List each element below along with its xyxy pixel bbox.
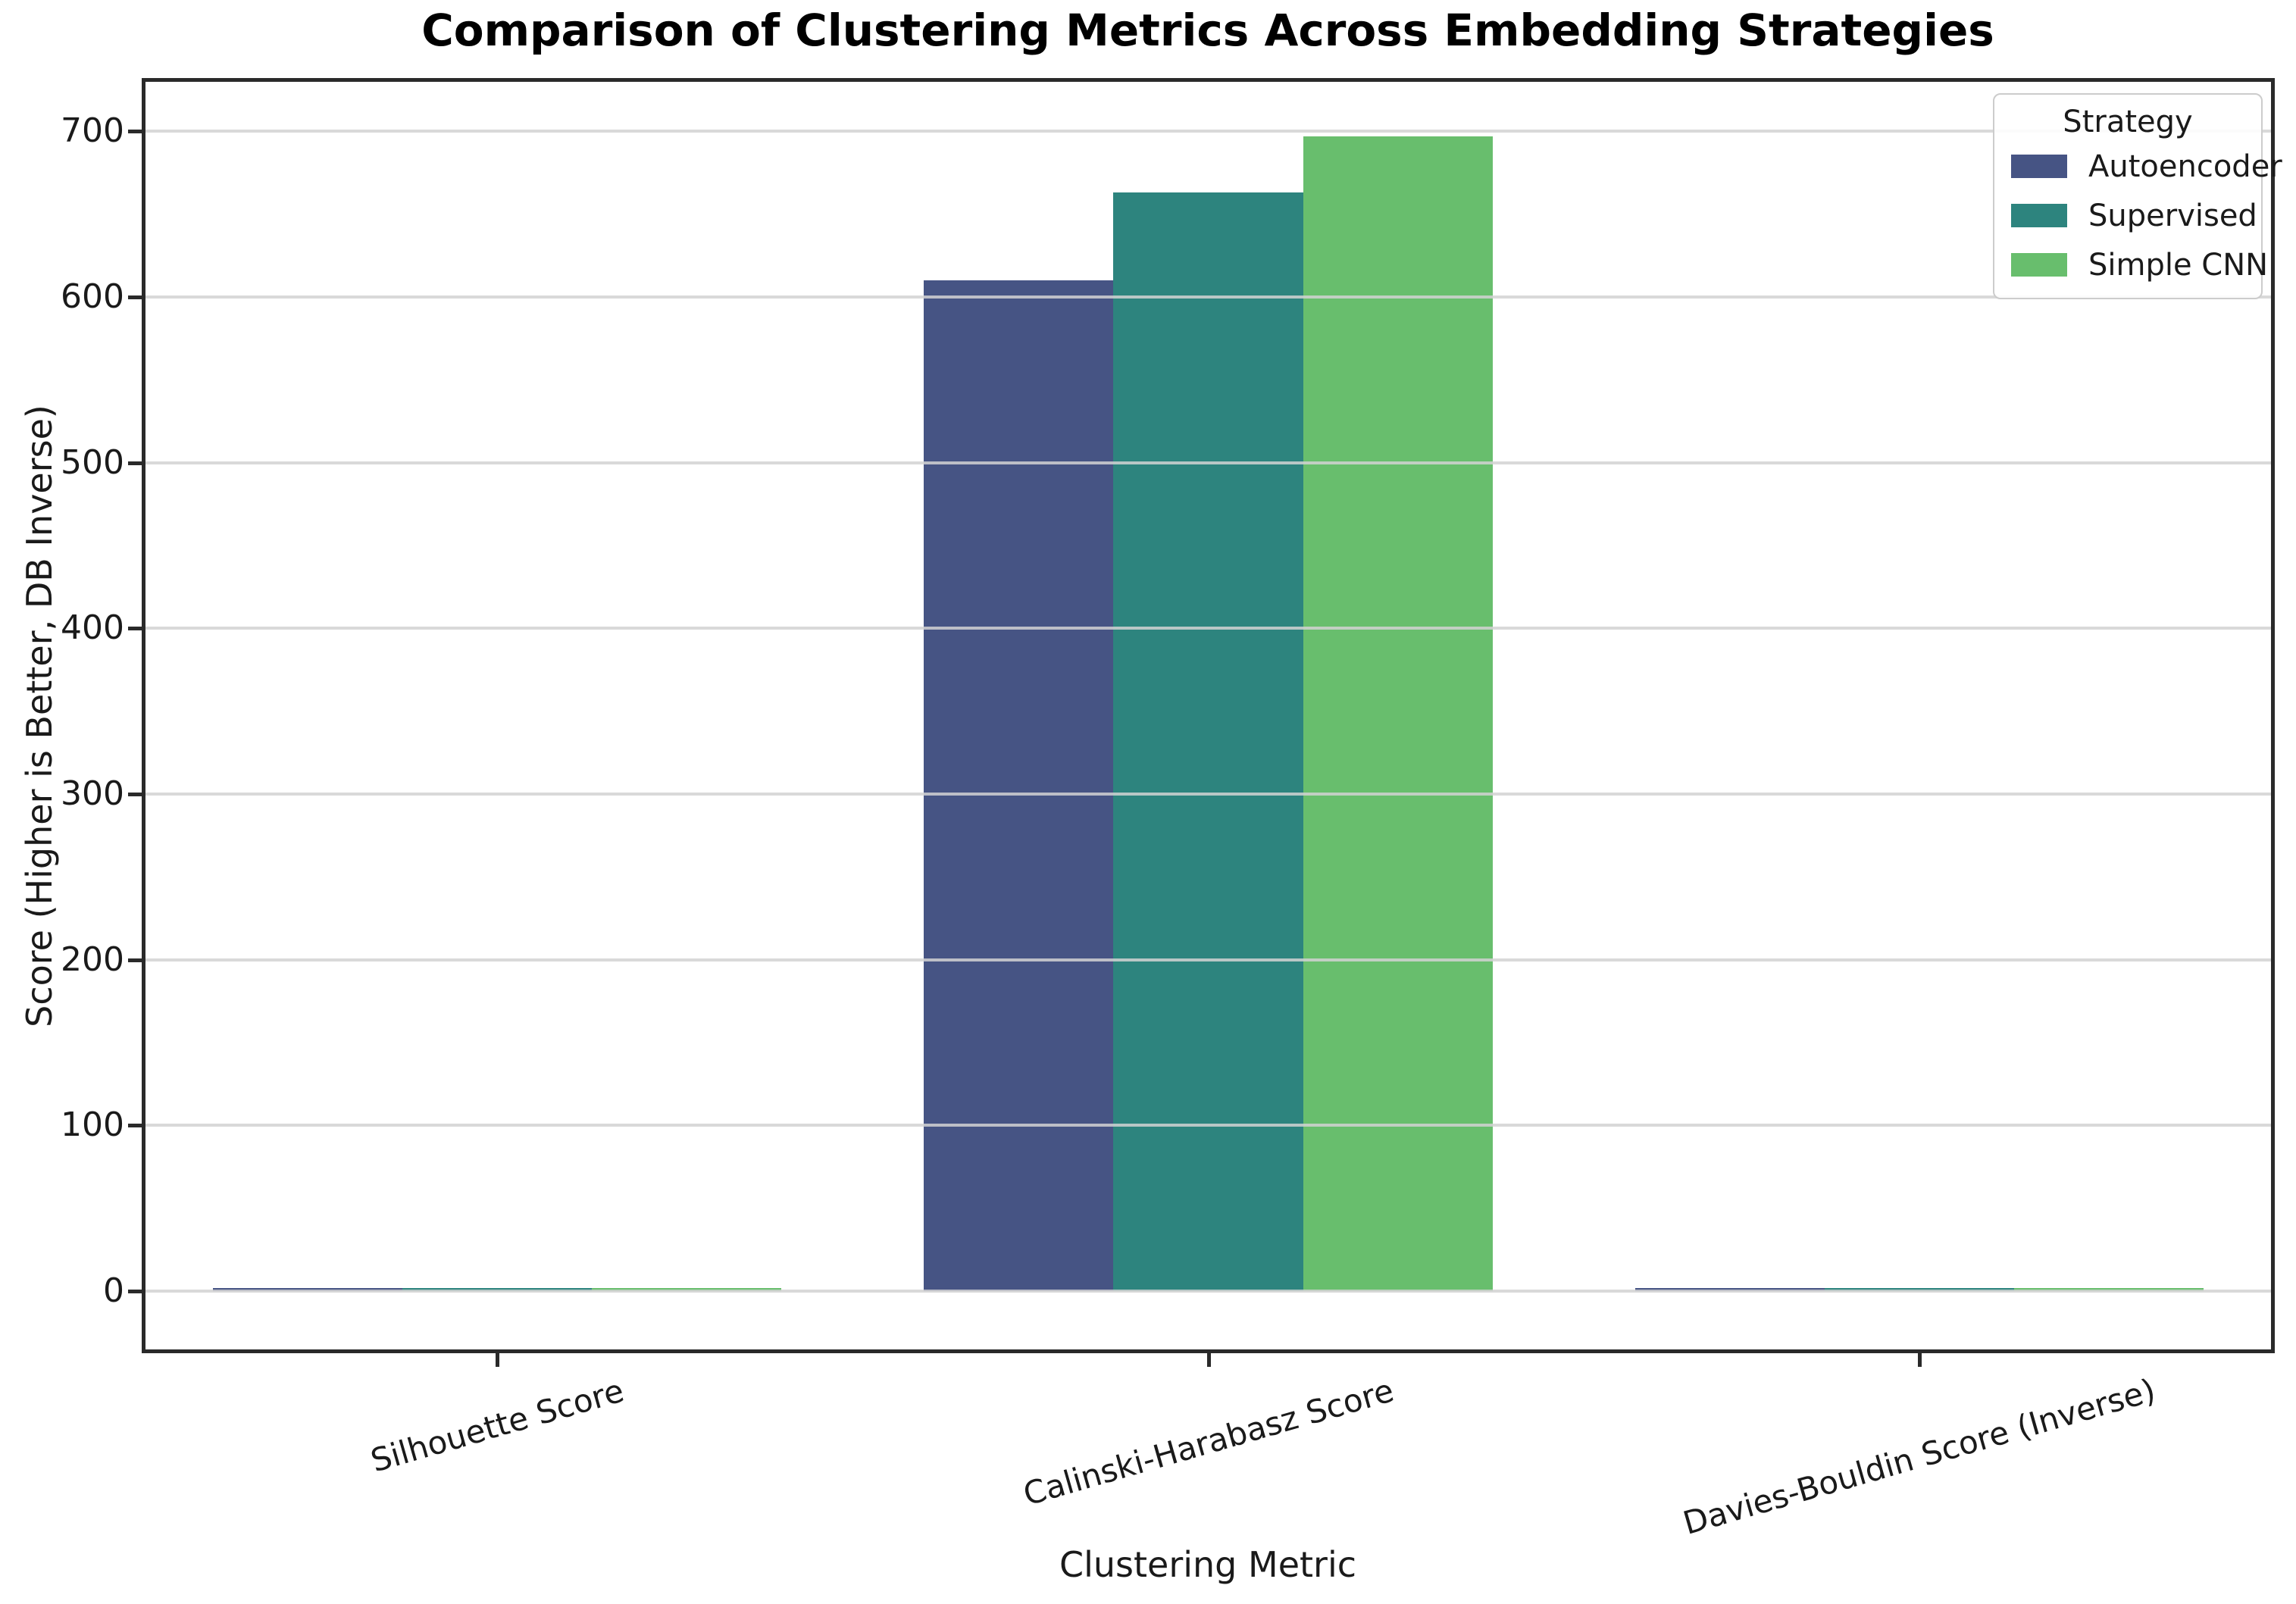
legend-entry-label: Simple CNN <box>2088 247 2269 283</box>
chart-title: Comparison of Clustering Metrics Across … <box>421 5 1994 56</box>
y-tick-mark <box>128 958 142 962</box>
y-tick-label: 100 <box>61 1105 124 1145</box>
legend: Strategy Autoencoder Supervised Simple CNN <box>1993 93 2282 299</box>
y-tick-mark <box>128 130 142 134</box>
x-tick-mark <box>496 1353 500 1367</box>
y-tick-label: 500 <box>61 442 124 482</box>
y-tick-mark <box>128 461 142 465</box>
x-tick-label: Silhouette Score <box>366 1371 628 1480</box>
legend-title: Strategy <box>2063 105 2193 139</box>
y-tick-label: 700 <box>61 111 124 151</box>
legend-entries: Autoencoder Supervised Simple CNN <box>2005 142 2282 289</box>
legend-swatch-icon <box>2011 253 2067 277</box>
gridline-y-200 <box>142 958 2275 961</box>
y-tick-label: 200 <box>61 940 124 979</box>
gridline-y-0 <box>142 1290 2275 1293</box>
gridline-y-300 <box>142 792 2275 796</box>
y-tick-mark <box>128 295 142 299</box>
gridline-y-700 <box>142 130 2275 133</box>
legend-entry-simple-cnn: Simple CNN <box>2005 240 2268 289</box>
legend-swatch-icon <box>2011 155 2067 178</box>
x-tick-mark <box>1206 1353 1211 1367</box>
y-tick-mark <box>128 1290 142 1293</box>
y-tick-label: 0 <box>103 1271 124 1310</box>
y-tick-mark <box>128 1124 142 1128</box>
gridline-y-500 <box>142 461 2275 464</box>
x-tick-mark <box>1917 1353 1922 1367</box>
x-tick-label: Calinski-Harabasz Score <box>1018 1371 1398 1513</box>
y-tick-mark <box>128 792 142 796</box>
y-tick-label: 300 <box>61 774 124 813</box>
y-tick-label: 600 <box>61 277 124 316</box>
legend-swatch-icon <box>2011 204 2067 227</box>
bar-simple-cnn <box>1303 136 1493 1291</box>
x-tick-label: Davies-Bouldin Score (Inverse) <box>1678 1371 2160 1543</box>
gridline-y-100 <box>142 1124 2275 1127</box>
y-tick-mark <box>128 627 142 631</box>
legend-entry-label: Autoencoder <box>2088 149 2282 184</box>
x-axis-label: Clustering Metric <box>1059 1544 1357 1585</box>
legend-entry-label: Supervised <box>2088 198 2257 233</box>
legend-entry-supervised: Supervised <box>2005 191 2257 240</box>
gridline-y-400 <box>142 627 2275 630</box>
y-axis-label: Score (Higher is Better, DB Inverse) <box>19 405 60 1027</box>
legend-entry-autoencoder: Autoencoder <box>2005 142 2282 191</box>
bar-autoencoder <box>924 280 1114 1291</box>
bar-supervised <box>1113 192 1303 1291</box>
gridline-y-600 <box>142 295 2275 299</box>
y-tick-label: 400 <box>61 608 124 648</box>
